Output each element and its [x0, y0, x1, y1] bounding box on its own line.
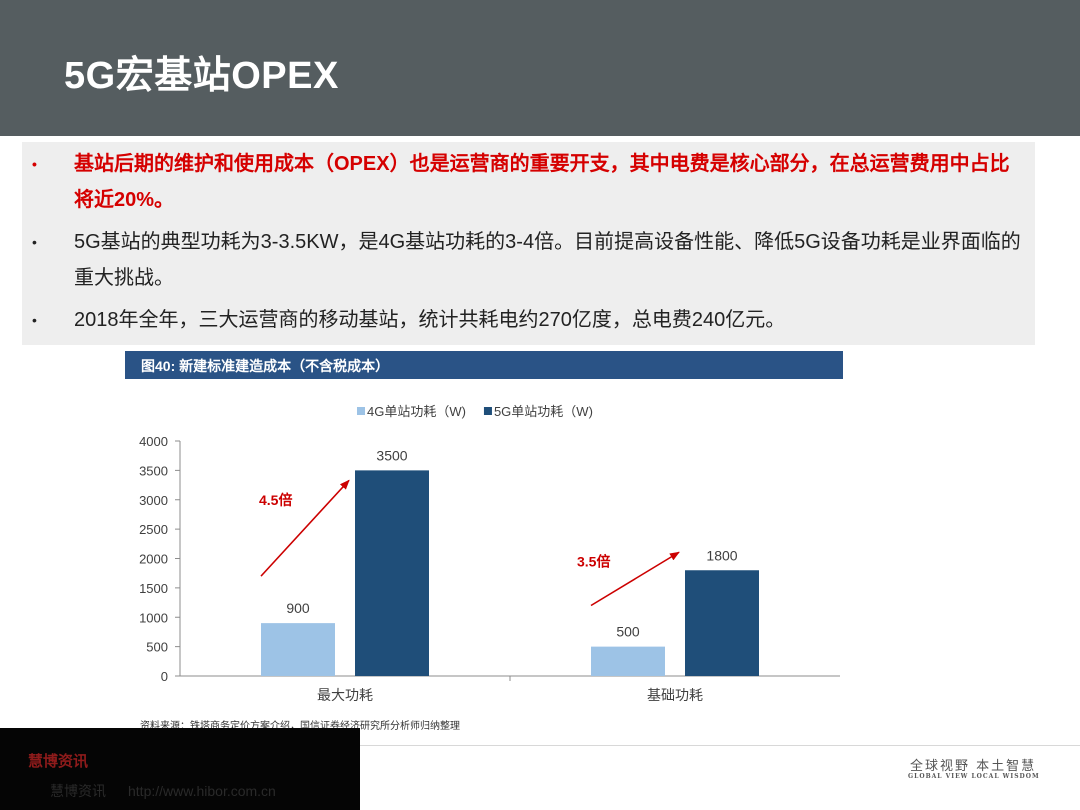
bullet-text: 基站后期的维护和使用成本（OPEX）也是运营商的重要开支，其中电费是核心部分，在… — [74, 153, 1010, 211]
data-label: 1800 — [706, 547, 737, 563]
figure-label: 图40: 新建标准建造成本（不含税成本） — [141, 358, 390, 374]
legend-label: 5G单站功耗（W) — [494, 404, 593, 419]
header-bar: 5G宏基站OPEX — [0, 0, 1080, 136]
bullet-dot: • — [32, 312, 37, 328]
bullet-text: 5G基站的典型功耗为3-3.5KW，是4G基站功耗的3-4倍。目前提高设备性能、… — [74, 231, 1021, 289]
watermark-brand: 慧博资讯 — [28, 753, 89, 770]
watermark-box: 慧博资讯 慧博资讯 http://www.hibor.com.cn — [0, 728, 360, 810]
chart-bar — [591, 646, 665, 676]
y-tick-label: 3000 — [139, 493, 168, 508]
bar-chart: 0 500 1000 1500 2000 2500 3000 3500 4000 900 3500 最… — [139, 404, 840, 703]
y-tick-label: 2500 — [139, 522, 168, 537]
data-label: 500 — [616, 624, 640, 640]
chart-bar — [685, 570, 759, 676]
watermark-text: 慧博资讯 — [50, 783, 106, 799]
data-label: 3500 — [376, 447, 407, 463]
watermark-url[interactable]: http://www.hibor.com.cn — [128, 783, 276, 799]
ratio-arrow — [260, 479, 350, 577]
page-title: 5G宏基站OPEX — [64, 55, 339, 97]
ratio-arrow — [590, 551, 680, 607]
y-tick-label: 2000 — [139, 552, 168, 567]
legend-label: 4G单站功耗（W) — [367, 404, 466, 419]
bullet-list: • 基站后期的维护和使用成本（OPEX）也是运营商的重要开支，其中电费是核心部分… — [22, 142, 1035, 345]
figure-source: 资料来源：铁塔商务定价方案介绍，国信证券经济研究所分析师归纳整理 — [140, 721, 460, 732]
ratio-annotation: 3.5倍 — [577, 553, 610, 569]
x-tick-label: 基础功耗 — [647, 687, 703, 703]
chart-bar — [355, 470, 429, 676]
footer-slogan-en: GLOBAL VIEW LOCAL WISDOM — [908, 773, 1040, 780]
legend-swatch — [357, 407, 365, 415]
y-tick-label: 4000 — [139, 434, 168, 449]
bullet-dot: • — [32, 234, 37, 250]
footer-divider — [360, 745, 1080, 746]
figure-label-bar: 图40: 新建标准建造成本（不含税成本） — [125, 351, 843, 379]
y-tick-label: 3500 — [139, 463, 168, 478]
y-tick-label: 500 — [146, 640, 168, 655]
y-tick-label: 0 — [161, 669, 168, 684]
bullet-dot: • — [32, 156, 37, 172]
watermark-line: 慧博资讯 http://www.hibor.com.cn — [50, 781, 276, 801]
footer-slogan-cn: 全球视野 本土智慧 — [910, 759, 1037, 774]
bullet-text: 2018年全年，三大运营商的移动基站，统计共耗电约270亿度，总电费240亿元。 — [74, 309, 786, 331]
data-label: 900 — [286, 600, 310, 616]
y-tick-label: 1000 — [139, 610, 168, 625]
chart-bar — [261, 623, 335, 676]
ratio-annotation: 4.5倍 — [259, 492, 292, 508]
legend-swatch — [483, 407, 492, 415]
x-tick-label: 最大功耗 — [317, 687, 373, 703]
y-tick-label: 1500 — [139, 581, 168, 596]
